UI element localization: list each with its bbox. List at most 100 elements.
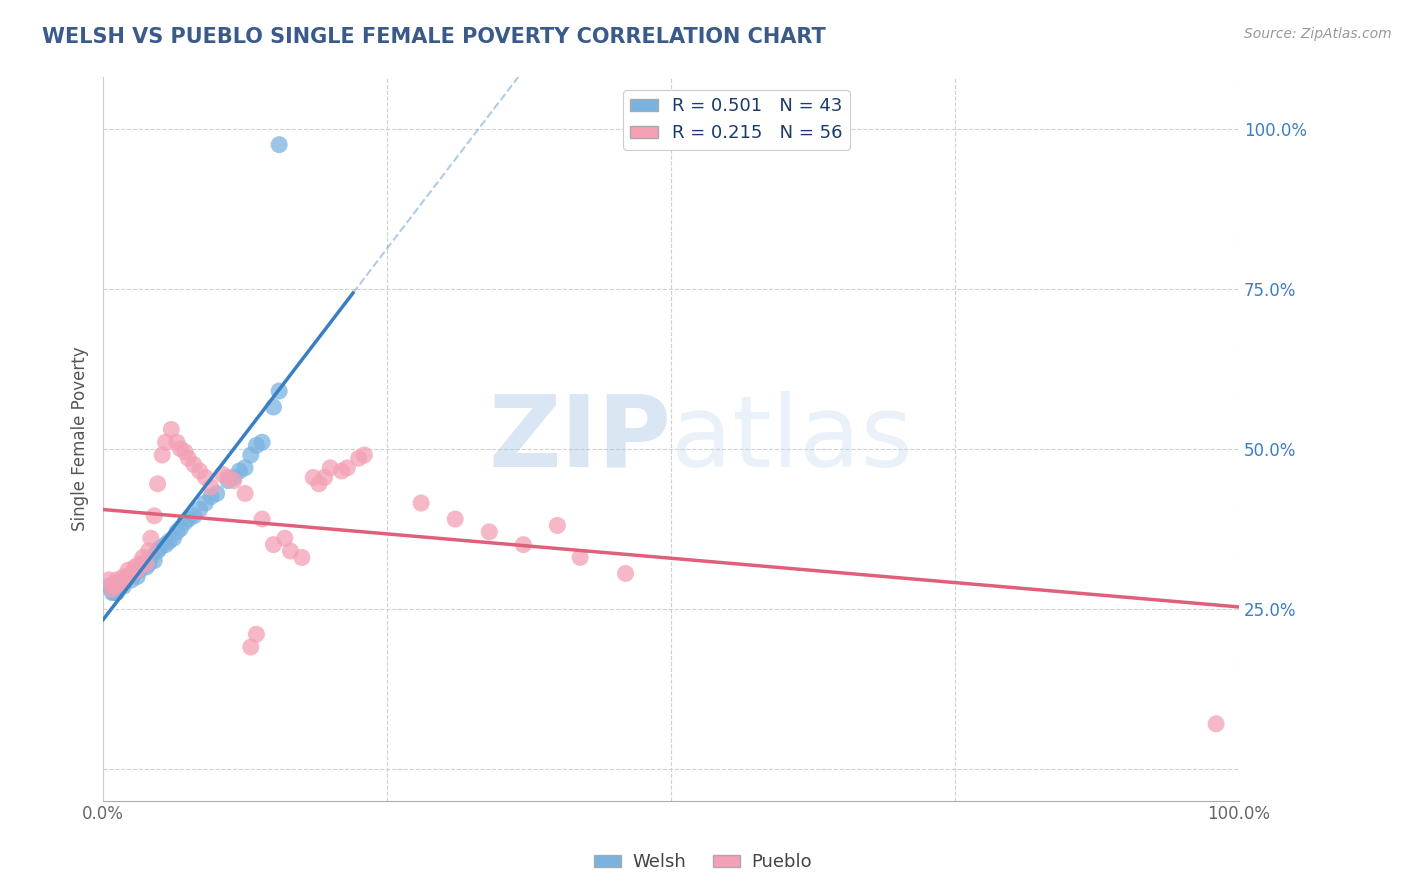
Point <box>124 560 146 574</box>
Point <box>139 550 162 565</box>
Point <box>105 573 128 587</box>
Point <box>149 541 172 555</box>
Point <box>478 524 501 539</box>
Point <box>103 579 125 593</box>
Point <box>569 550 592 565</box>
Point <box>105 585 128 599</box>
Point <box>97 579 120 593</box>
Point <box>139 531 162 545</box>
Point <box>138 544 160 558</box>
Point <box>614 566 637 581</box>
Point <box>302 470 325 484</box>
Point <box>512 538 534 552</box>
Point <box>143 554 166 568</box>
Point <box>291 550 314 565</box>
Point <box>112 569 135 583</box>
Point <box>546 518 568 533</box>
Point <box>233 486 256 500</box>
Point <box>250 435 273 450</box>
Point <box>146 476 169 491</box>
Point <box>444 512 467 526</box>
Point <box>127 569 149 583</box>
Point <box>166 524 188 539</box>
Point <box>183 458 205 472</box>
Point <box>1205 716 1227 731</box>
Point <box>128 557 150 571</box>
Point <box>121 566 143 581</box>
Point <box>143 508 166 523</box>
Point <box>217 474 239 488</box>
Point <box>194 496 217 510</box>
Point <box>222 474 245 488</box>
Point <box>121 573 143 587</box>
Point <box>115 573 138 587</box>
Point <box>160 422 183 436</box>
Point <box>183 508 205 523</box>
Text: ZIP: ZIP <box>488 391 671 488</box>
Point <box>101 585 124 599</box>
Point <box>177 512 200 526</box>
Text: Source: ZipAtlas.com: Source: ZipAtlas.com <box>1244 27 1392 41</box>
Point <box>155 435 177 450</box>
Point <box>135 560 157 574</box>
Point <box>269 137 291 152</box>
Point <box>228 464 250 478</box>
Point <box>239 640 262 654</box>
Point <box>112 579 135 593</box>
Point <box>128 563 150 577</box>
Point <box>162 531 184 545</box>
Point <box>132 557 155 571</box>
Legend: Welsh, Pueblo: Welsh, Pueblo <box>588 847 818 879</box>
Legend: R = 0.501   N = 43, R = 0.215   N = 56: R = 0.501 N = 43, R = 0.215 N = 56 <box>623 90 849 150</box>
Point <box>280 544 302 558</box>
Point <box>194 470 217 484</box>
Point <box>269 384 291 398</box>
Point <box>411 496 433 510</box>
Point <box>124 563 146 577</box>
Point <box>336 460 359 475</box>
Point <box>217 470 239 484</box>
Y-axis label: Single Female Poverty: Single Female Poverty <box>72 347 89 532</box>
Point <box>108 576 131 591</box>
Point <box>127 563 149 577</box>
Point <box>117 569 139 583</box>
Point <box>157 534 180 549</box>
Point <box>117 563 139 577</box>
Point <box>245 627 267 641</box>
Point <box>174 515 197 529</box>
Point <box>263 400 285 414</box>
Point <box>97 573 120 587</box>
Point <box>200 490 222 504</box>
Point <box>107 576 129 591</box>
Point <box>132 550 155 565</box>
Point <box>115 573 138 587</box>
Point <box>155 538 177 552</box>
Point <box>222 470 245 484</box>
Point <box>263 538 285 552</box>
Point <box>239 448 262 462</box>
Point <box>353 448 375 462</box>
Point <box>250 512 273 526</box>
Point <box>274 531 297 545</box>
Point <box>205 486 228 500</box>
Point <box>347 451 370 466</box>
Point <box>330 464 353 478</box>
Point <box>146 544 169 558</box>
Point <box>200 480 222 494</box>
Point <box>122 566 145 581</box>
Point <box>169 442 191 456</box>
Point <box>314 470 336 484</box>
Point <box>245 438 267 452</box>
Point <box>188 464 211 478</box>
Text: atlas: atlas <box>671 391 912 488</box>
Point <box>174 445 197 459</box>
Point <box>308 476 330 491</box>
Point <box>135 557 157 571</box>
Point <box>319 460 342 475</box>
Point <box>211 467 233 482</box>
Point <box>233 460 256 475</box>
Text: WELSH VS PUEBLO SINGLE FEMALE POVERTY CORRELATION CHART: WELSH VS PUEBLO SINGLE FEMALE POVERTY CO… <box>42 27 825 46</box>
Point <box>188 502 211 516</box>
Point <box>101 582 124 597</box>
Point <box>166 435 188 450</box>
